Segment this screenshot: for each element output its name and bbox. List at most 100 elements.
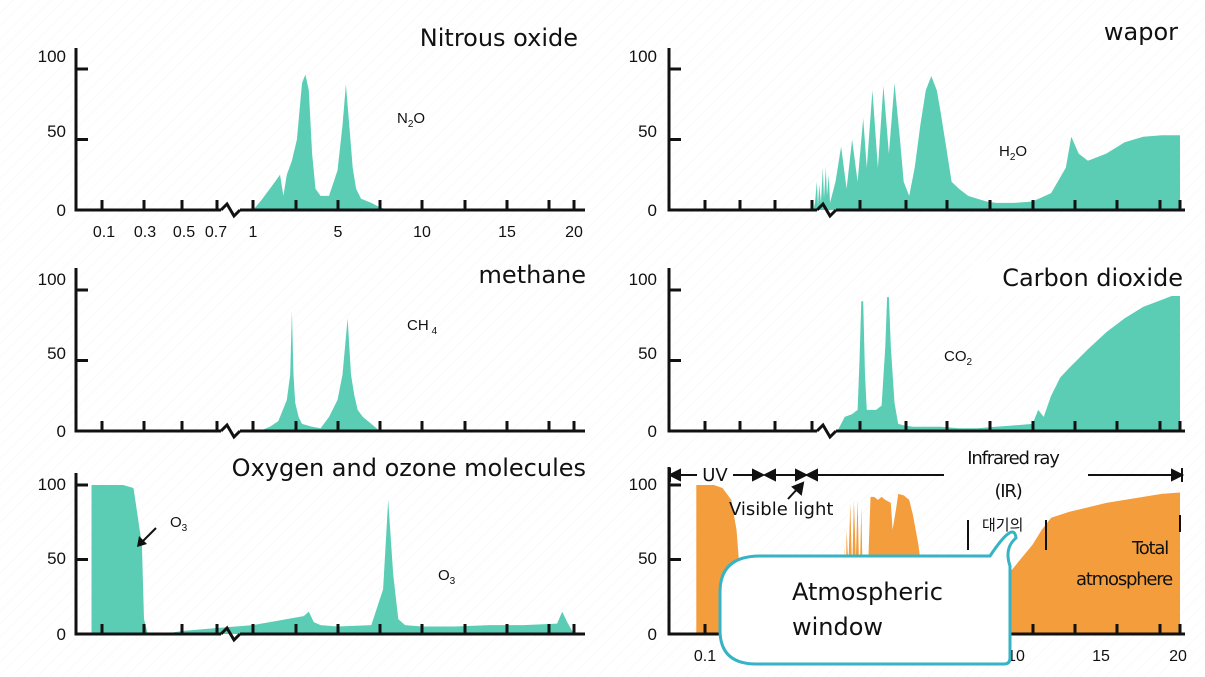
axis-frame xyxy=(667,467,1185,636)
infrared-label: Infrared ray xyxy=(967,448,1060,469)
x-tick-label: 0.1 xyxy=(694,648,716,665)
x-tick-label: 15 xyxy=(498,224,516,241)
x-tick-label: 20 xyxy=(1169,648,1187,665)
y-tick-label-50: 50 xyxy=(638,549,657,568)
x-tick-label: 1 xyxy=(249,224,258,241)
h2o-absorption-area xyxy=(813,76,1180,210)
panel-nitrous-oxide: 100 50 0 0.1 0.3 0.5 0.7 1 5 10 15 20 Nitrous ox… xyxy=(38,24,585,241)
gas-tail: O xyxy=(1015,143,1027,160)
gas-label-ch4: CH 4 xyxy=(407,317,438,337)
axis-break xyxy=(219,201,242,219)
title-backdrop xyxy=(972,262,1184,296)
tick-marks xyxy=(669,288,1182,431)
y-tick-label-100: 100 xyxy=(629,475,657,494)
ir-right-arrowhead xyxy=(1171,468,1185,482)
x-tick-label: 0.5 xyxy=(173,224,195,241)
panel-title: Carbon dioxide xyxy=(1002,264,1183,292)
y-tick-label-100: 100 xyxy=(629,47,657,66)
o3-absorption-area xyxy=(91,485,574,634)
total-atmosphere-label-line2: atmosphere xyxy=(1076,569,1173,590)
gas-label-o3-left: O3 xyxy=(170,514,188,534)
panel-oxygen-ozone: 100 50 0 Oxygen and ozone molecules O3 O… xyxy=(38,454,586,644)
gas-subscript: 3 xyxy=(182,523,188,534)
axis-frame xyxy=(74,268,585,433)
panel-title: wapor xyxy=(1104,18,1178,46)
y-tick-label-50: 50 xyxy=(47,344,66,363)
x-tick-label: 20 xyxy=(565,224,583,241)
ch4-absorption-area xyxy=(259,311,380,431)
callout-text-line1: Atmospheric xyxy=(792,578,943,606)
gas-subscript: 2 xyxy=(967,357,973,368)
korean-label: 대기의 xyxy=(982,517,1023,534)
panel-total-atmosphere: 100 50 0 0.10101520 UV Visible light xyxy=(629,448,1187,666)
panel-carbon-dioxide: 100 50 0 CO2 Carbon dioxide xyxy=(629,262,1185,441)
gas-subscript: 3 xyxy=(450,576,456,587)
uv-label: UV xyxy=(702,465,728,486)
n2o-absorption-area xyxy=(253,74,389,210)
gas-tail: O xyxy=(413,110,425,127)
axis-break xyxy=(219,625,242,643)
axis-break xyxy=(815,422,838,440)
tick-marks xyxy=(76,288,576,431)
x-tick-label: 0.7 xyxy=(205,224,227,241)
y-tick-label-0: 0 xyxy=(648,625,657,644)
y-tick-label-100: 100 xyxy=(38,47,66,66)
x-tick-label: 15 xyxy=(1092,648,1110,665)
y-tick-label-100: 100 xyxy=(629,270,657,289)
axis-frame xyxy=(74,48,585,212)
gas-label-h2o: H2O xyxy=(999,143,1027,163)
axis-frame xyxy=(667,48,1185,212)
visible-pointer-head xyxy=(791,481,805,496)
total-atmosphere-label-line1: Total xyxy=(1131,538,1168,559)
gas-label-co2: CO2 xyxy=(944,348,973,368)
y-tick-label-50: 50 xyxy=(638,122,657,141)
visible-light-label: Visible light xyxy=(729,499,833,520)
gas-base: H xyxy=(999,143,1010,160)
y-tick-label-0: 0 xyxy=(648,201,657,220)
uv-right-arrowhead xyxy=(752,468,766,482)
infrared-abbrev-label: (IR) xyxy=(994,481,1021,502)
x-tick-labels: 0.1 0.3 0.5 0.7 1 5 10 15 20 xyxy=(93,224,583,241)
panel-title: Nitrous oxide xyxy=(420,24,578,52)
gas-subscript: 4 xyxy=(432,326,438,337)
ir-left-arrowhead xyxy=(804,468,818,482)
gas-base: O xyxy=(438,567,450,584)
y-tick-label-50: 50 xyxy=(638,344,657,363)
tick-marks xyxy=(76,67,576,210)
total-absorption-area xyxy=(696,485,1180,634)
atmospheric-window-callout xyxy=(718,530,1018,666)
axis-break xyxy=(815,201,838,219)
tick-marks xyxy=(669,67,1182,210)
x-tick-label: 10 xyxy=(413,224,431,241)
gas-base: N xyxy=(397,110,408,127)
panel-title: methane xyxy=(479,261,586,289)
gas-base: O xyxy=(170,514,182,531)
tick-marks xyxy=(76,483,576,634)
y-tick-label-0: 0 xyxy=(57,201,66,220)
y-tick-label-0: 0 xyxy=(57,422,66,441)
vis-left-arrowhead xyxy=(762,468,776,482)
x-tick-label: 0.3 xyxy=(134,224,156,241)
gas-subscript: 2 xyxy=(1010,152,1016,163)
y-tick-label-0: 0 xyxy=(57,625,66,644)
spectrum-band-arrows xyxy=(667,468,1185,550)
x-tick-labels: 0.10101520 xyxy=(694,648,1187,665)
axis-frame xyxy=(667,268,1185,433)
panel-methane: 100 50 0 methane CH 4 xyxy=(38,261,586,441)
co2-absorption-area xyxy=(837,292,1180,431)
gas-base: CH xyxy=(407,317,429,334)
gas-label-o3-right: O3 xyxy=(438,567,456,587)
panel-title: Oxygen and ozone molecules xyxy=(232,454,586,482)
panel-water-vapor: 100 50 0 wapor H2O xyxy=(629,18,1185,220)
uv-left-arrowhead xyxy=(667,468,681,482)
y-tick-label-0: 0 xyxy=(648,422,657,441)
x-tick-label: 10 xyxy=(1007,648,1025,665)
x-tick-label: 0.1 xyxy=(93,224,115,241)
axis-break xyxy=(219,422,242,440)
y-tick-label-50: 50 xyxy=(47,549,66,568)
y-tick-label-100: 100 xyxy=(38,475,66,494)
gas-subscript: 2 xyxy=(408,119,414,130)
vis-right-arrowhead xyxy=(795,468,809,482)
x-tick-label: 5 xyxy=(334,224,343,241)
